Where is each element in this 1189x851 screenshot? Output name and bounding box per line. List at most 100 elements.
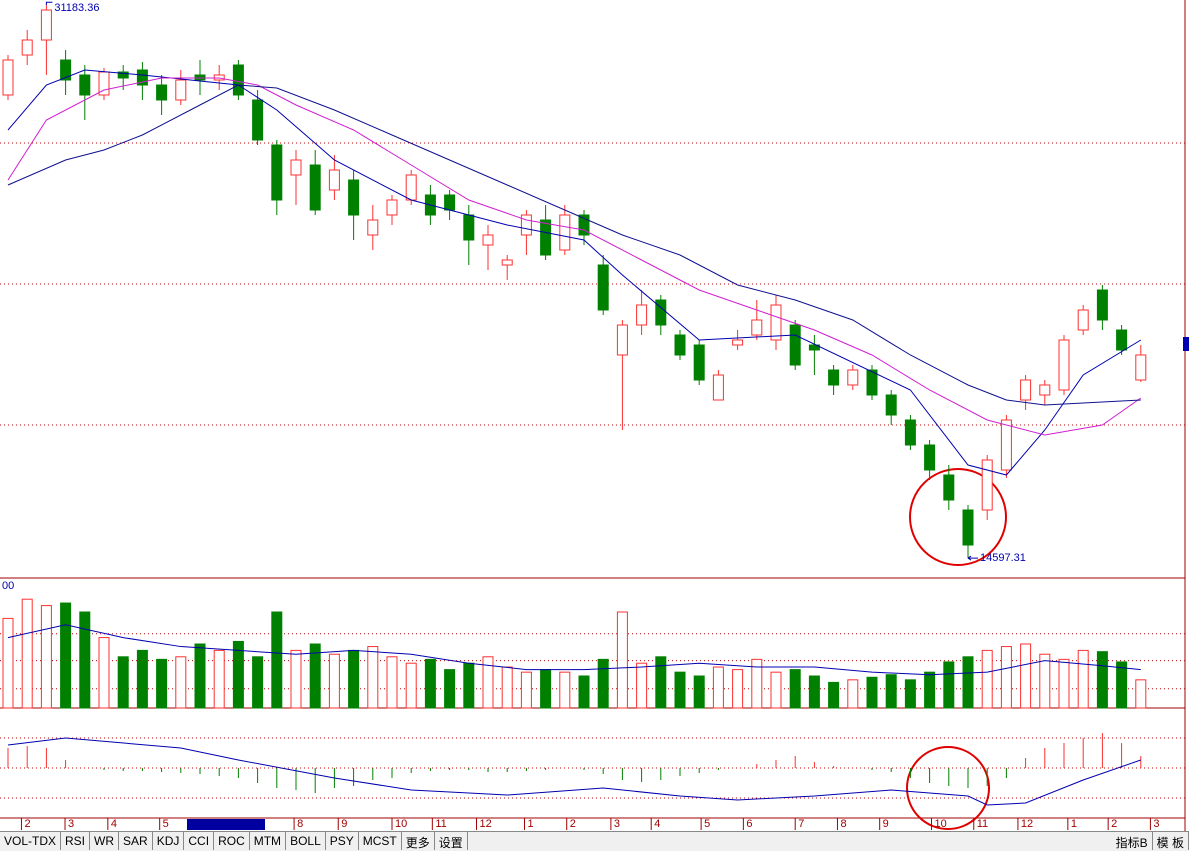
- candle-body: [712, 374, 724, 401]
- candle-body: [348, 179, 360, 216]
- indicator-tab[interactable]: 指标B: [1112, 832, 1153, 850]
- x-tick-label: 1: [1071, 818, 1077, 830]
- highlight-circle: [906, 746, 990, 830]
- volume-bar: [540, 669, 552, 709]
- candle-body: [520, 214, 532, 236]
- indicator-tab[interactable]: CCI: [184, 832, 215, 850]
- candle-body: [1096, 289, 1108, 321]
- x-tick-label: 5: [163, 818, 169, 830]
- volume-bar: [1000, 646, 1012, 709]
- annotation-arrow: [45, 1, 53, 6]
- candle-body: [655, 299, 667, 326]
- x-tick-label: 8: [840, 818, 846, 830]
- candle-body: [828, 369, 840, 386]
- volume-bar: [712, 666, 724, 709]
- indicator-tab[interactable]: KDJ: [153, 832, 185, 850]
- volume-bar: [175, 656, 187, 709]
- volume-bar: [751, 658, 763, 709]
- moving-average: [7, 77, 1142, 436]
- volume-bar: [60, 602, 72, 709]
- candle-body: [1077, 309, 1089, 331]
- highlight-circle: [909, 468, 1007, 566]
- candle-body: [1039, 384, 1051, 396]
- candle-body: [367, 219, 379, 236]
- candle-body: [1135, 354, 1147, 381]
- candle-body: [21, 39, 33, 56]
- x-tick-label: 12: [1021, 818, 1033, 830]
- candle-body: [616, 324, 628, 356]
- volume-bar: [655, 656, 667, 709]
- volume-bar: [501, 666, 513, 709]
- volume-bar: [40, 605, 52, 709]
- indicator-tab[interactable]: RSI: [61, 832, 91, 850]
- moving-average: [7, 69, 1142, 476]
- indicator-tab[interactable]: BOLL: [286, 832, 326, 850]
- volume-bar: [636, 662, 648, 709]
- candle-body: [847, 369, 859, 386]
- moving-average: [7, 84, 1141, 406]
- indicator-tab[interactable]: ROC: [214, 832, 250, 850]
- spacer: [468, 832, 1112, 851]
- candle-body: [904, 419, 916, 446]
- candle-body: [732, 339, 744, 346]
- volume-bar: [1135, 679, 1147, 709]
- volume-bar: [885, 674, 897, 709]
- candle-body: [40, 9, 52, 41]
- volume-bar: [904, 679, 916, 709]
- x-tick-label: 8: [297, 818, 303, 830]
- indicator-tab[interactable]: VOL-TDX: [0, 832, 62, 850]
- candle-body: [1116, 329, 1128, 351]
- volume-bar: [444, 669, 456, 709]
- indicator-tab[interactable]: 模 板: [1153, 832, 1189, 850]
- candle-body: [136, 69, 148, 86]
- candle-body: [789, 324, 801, 366]
- volume-bar: [252, 656, 264, 709]
- candle-body: [501, 259, 513, 266]
- x-tick-label: 2: [570, 818, 576, 830]
- candle-body: [808, 344, 820, 351]
- highlight-block: [187, 819, 265, 830]
- indicator-tab[interactable]: MTM: [250, 832, 287, 850]
- x-tick-label: 3: [68, 818, 74, 830]
- volume-bar: [1116, 661, 1128, 709]
- x-tick-label: 9: [341, 818, 347, 830]
- volume-bar: [962, 656, 974, 709]
- indicator-tab[interactable]: WR: [90, 832, 120, 850]
- indicator-tab[interactable]: SAR: [119, 832, 153, 850]
- volume-bar: [386, 656, 398, 709]
- indicator-tab[interactable]: PSY: [326, 832, 359, 850]
- x-tick-label: 2: [24, 818, 30, 830]
- candle-body: [1058, 339, 1070, 391]
- x-tick-label: 12: [479, 818, 491, 830]
- volume-bar: [847, 679, 859, 709]
- candle-body: [866, 369, 878, 396]
- indicator-tab[interactable]: 设置: [435, 832, 468, 850]
- indicator-tab[interactable]: 更多: [402, 832, 435, 850]
- volume-bar: [271, 611, 283, 709]
- candle-body: [271, 144, 283, 201]
- volume-bar: [482, 656, 494, 709]
- volume-bar: [693, 675, 705, 709]
- volume-bar: [578, 675, 590, 709]
- x-tick-label: 5: [704, 818, 710, 830]
- volume-bar: [367, 646, 379, 709]
- candle-body: [444, 194, 456, 211]
- low-label: 14597.31: [980, 552, 1026, 564]
- x-tick-label: 10: [395, 818, 407, 830]
- candle-body: [578, 214, 590, 236]
- indicator-tab[interactable]: MCST: [359, 832, 402, 850]
- volume-bar: [808, 675, 820, 709]
- annotation-arrow: [967, 555, 978, 561]
- volume-bar: [309, 643, 321, 709]
- candle-body: [540, 219, 552, 256]
- candle-body: [597, 264, 609, 311]
- candle-body: [943, 474, 955, 501]
- candle-body: [405, 174, 417, 201]
- candle-body: [751, 319, 763, 336]
- volume-label: 00: [2, 580, 14, 592]
- volume-bar: [79, 611, 91, 709]
- candle-body: [290, 159, 302, 176]
- volume-bar: [520, 671, 532, 709]
- x-tick-label: 4: [111, 818, 117, 830]
